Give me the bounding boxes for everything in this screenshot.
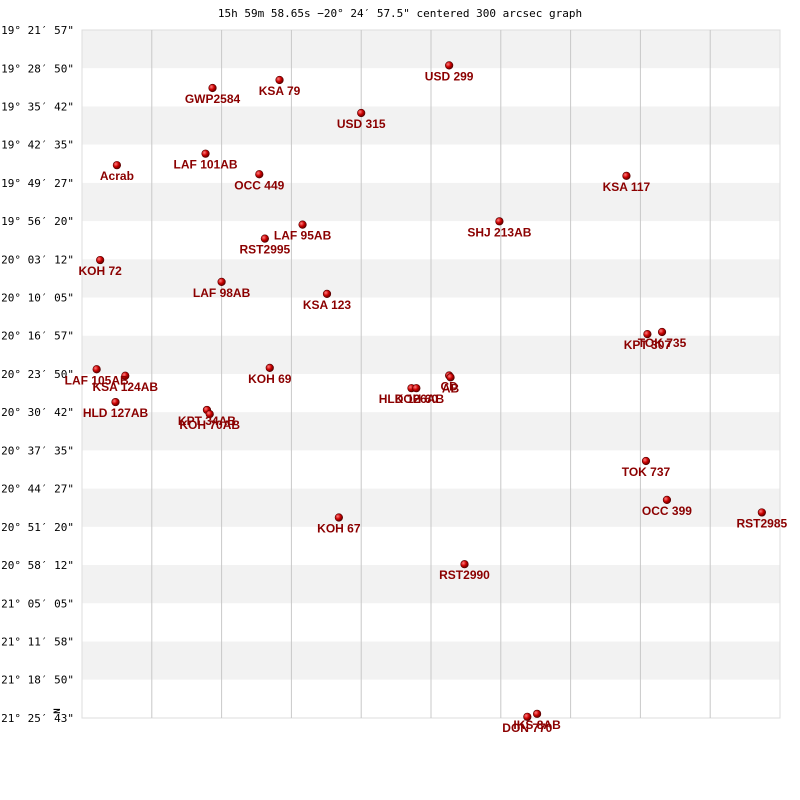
star-label: KSA 79 xyxy=(259,84,301,98)
star-marker xyxy=(657,327,667,337)
y-tick-label: -20° 23′ 50" xyxy=(0,368,74,381)
star-marker xyxy=(205,410,214,419)
y-axis-ticks: -19° 21′ 57" -19° 28′ 50" -19° 35′ 42" -19°… xyxy=(0,24,74,725)
star-label: KOH 60 xyxy=(395,392,439,406)
star-label: KSA 117 xyxy=(603,180,651,194)
star-label: USD 315 xyxy=(337,117,386,131)
star-marker xyxy=(255,170,264,179)
star-marker xyxy=(260,234,269,243)
star-marker xyxy=(208,83,217,93)
star-label: LAF 98AB xyxy=(193,286,251,300)
star-marker xyxy=(111,397,120,407)
star-marker xyxy=(112,161,121,170)
star-marker xyxy=(460,560,469,569)
star-label: TOK 737 xyxy=(622,465,671,479)
star-labels: USD 299 KSA 79 GWP2584 USD 315 LAF 101AB Acra… xyxy=(65,69,788,734)
y-tick-label: -20° 03′ 12" xyxy=(0,253,74,266)
star-label: SHJ 213AB xyxy=(467,225,531,239)
y-tick-label: -20° 37′ 35" xyxy=(0,444,74,457)
star-label: AB xyxy=(442,381,460,395)
star-label: KOH 72 xyxy=(78,264,122,278)
star-label: OCC 449 xyxy=(234,178,284,192)
star-label: RST2985 xyxy=(737,516,788,530)
y-tick-label: -20° 10′ 05" xyxy=(0,292,74,305)
star-label: CD xyxy=(440,379,458,393)
y-tick-label: -19° 42′ 35" xyxy=(0,139,74,152)
star-label: KSA 123 xyxy=(303,298,352,312)
star-label: KSA 124AB xyxy=(92,380,158,394)
star-marker xyxy=(92,365,101,374)
star-marker xyxy=(446,373,455,382)
y-tick-label: -21° 25′ 43" xyxy=(0,712,74,725)
y-tick-label: -20° 51′ 20" xyxy=(0,521,74,534)
star-label: OCC 399 xyxy=(642,504,692,518)
star-marker xyxy=(334,513,343,522)
star-label: LAF 101AB xyxy=(174,158,238,172)
vertical-gridlines xyxy=(151,30,711,718)
star-marker xyxy=(201,149,210,158)
y-tick-label: -19° 49′ 27" xyxy=(0,177,74,190)
north-indicator: N xyxy=(53,708,63,713)
star-marker xyxy=(357,108,366,118)
y-tick-label: -21° 05′ 05" xyxy=(0,597,74,610)
star-marker xyxy=(641,456,651,466)
star-label: RST2990 xyxy=(439,568,490,582)
star-marker xyxy=(662,495,672,505)
star-marker xyxy=(532,709,542,718)
star-label: Acrab xyxy=(100,169,134,183)
star-label: HLD 127AB xyxy=(83,406,149,420)
y-tick-label: -19° 21′ 57" xyxy=(0,24,74,37)
y-tick-label: -20° 44′ 27" xyxy=(0,483,74,496)
star-marker xyxy=(495,217,504,226)
star-marker xyxy=(275,75,284,85)
star-marker xyxy=(445,61,454,70)
star-label: LAF 105AB xyxy=(65,373,129,387)
star-label: KPT 307 xyxy=(624,338,672,352)
star-label: IKS 8AB xyxy=(513,718,561,732)
star-marker xyxy=(643,330,652,339)
star-label: LAF 95AB xyxy=(274,229,332,243)
star-label: DON 770 xyxy=(502,721,552,735)
star-label: KOH 69 xyxy=(248,372,292,386)
star-label: KOH 70AB xyxy=(179,418,240,432)
star-marker xyxy=(265,363,274,372)
y-tick-label: -20° 30′ 42" xyxy=(0,406,74,419)
star-label: KOH 67 xyxy=(317,522,361,536)
star-marker xyxy=(412,384,421,393)
star-label: KPT 34AB xyxy=(178,414,236,428)
star-marker xyxy=(96,255,105,265)
star-marker xyxy=(523,712,532,721)
star-label: HLD 126AB xyxy=(379,392,445,406)
star-markers xyxy=(92,61,766,721)
y-tick-label: -21° 11′ 58" xyxy=(0,636,74,649)
star-label: TOK 735 xyxy=(638,336,687,350)
star-label: USD 299 xyxy=(425,69,474,83)
star-marker xyxy=(121,371,130,380)
y-tick-label: -19° 35′ 42" xyxy=(0,100,74,113)
chart-title: 15h 59m 58.65s −20° 24′ 57.5" centered 3… xyxy=(218,7,582,20)
y-tick-label: -21° 18′ 50" xyxy=(0,674,74,687)
star-label: RST2995 xyxy=(240,243,291,257)
star-label: GWP2584 xyxy=(185,92,241,106)
y-tick-label: -20° 16′ 57" xyxy=(0,330,74,343)
star-marker xyxy=(757,508,766,517)
star-marker xyxy=(322,289,332,298)
y-tick-label: -19° 28′ 50" xyxy=(0,62,74,75)
star-marker xyxy=(298,220,307,229)
star-marker xyxy=(217,277,226,287)
star-marker xyxy=(622,171,631,180)
y-tick-label: -19° 56′ 20" xyxy=(0,215,74,228)
y-tick-label: -20° 58′ 12" xyxy=(0,559,74,572)
